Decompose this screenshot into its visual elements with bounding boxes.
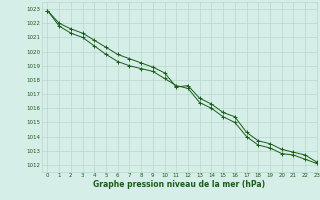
X-axis label: Graphe pression niveau de la mer (hPa): Graphe pression niveau de la mer (hPa) xyxy=(93,180,265,189)
